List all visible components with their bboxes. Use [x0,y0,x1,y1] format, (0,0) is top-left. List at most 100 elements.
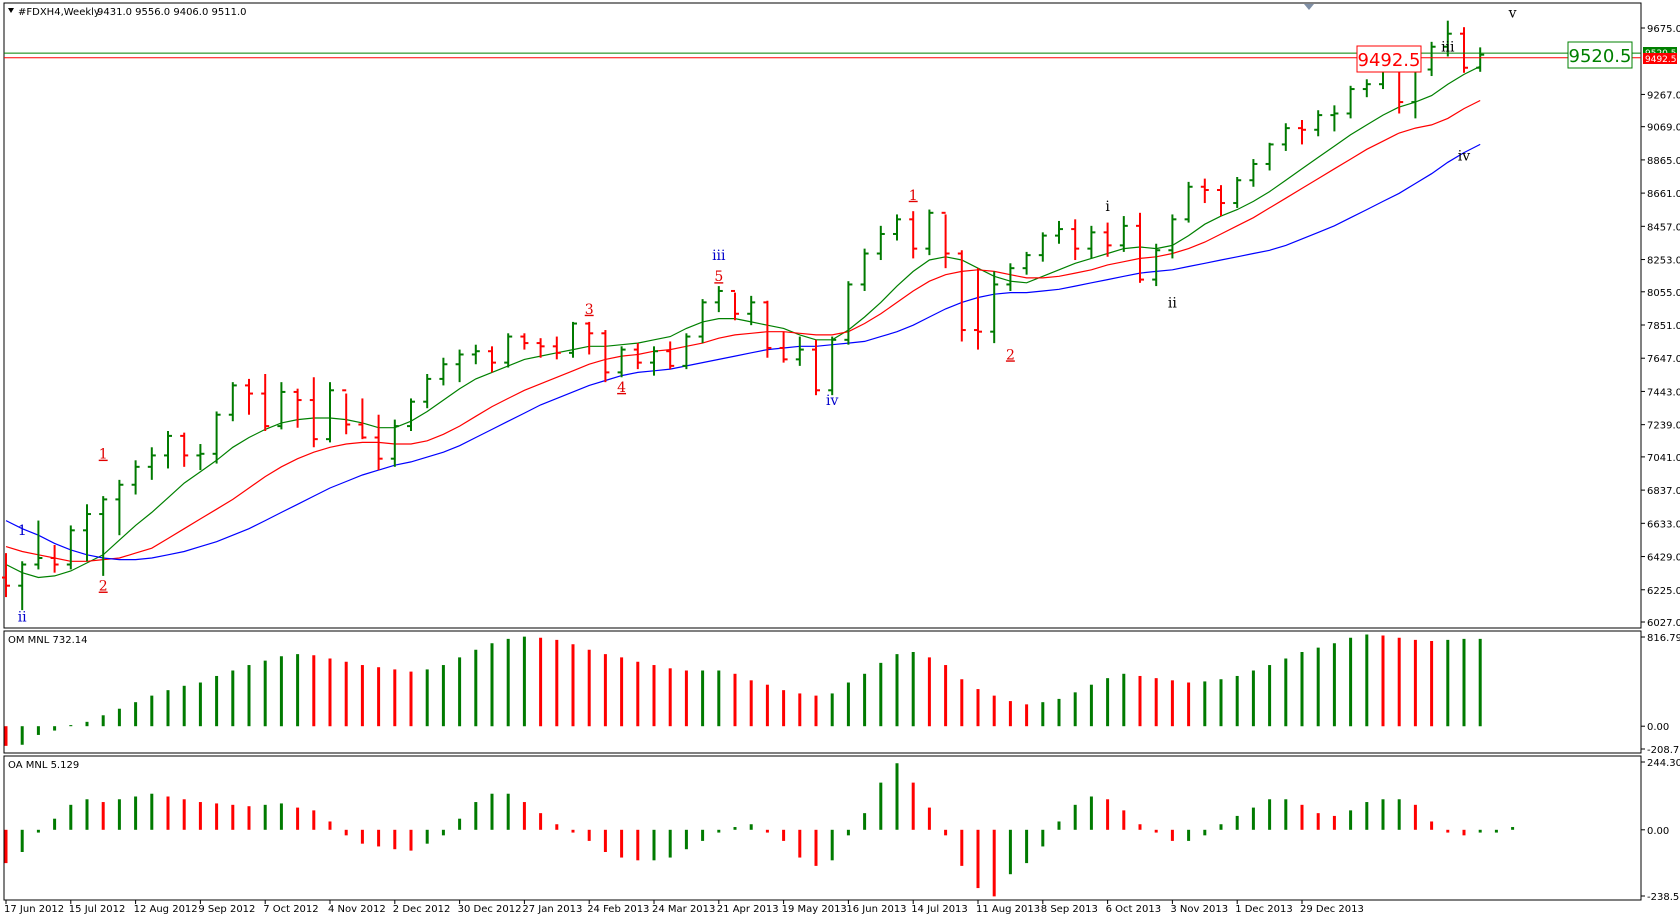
ohlc-bar[interactable] [941,211,950,269]
ohlc-bar[interactable] [390,419,399,467]
ohlc-bar[interactable] [536,338,545,358]
ohlc-bar[interactable] [407,398,415,432]
ohlc-bar[interactable] [374,414,383,471]
ohlc-bar[interactable] [488,346,496,373]
ohlc-bar[interactable] [228,382,237,422]
ohlc-bar[interactable] [439,357,448,386]
ohlc-bar[interactable] [876,225,885,261]
ohlc-bar[interactable] [1443,20,1452,57]
ohlc-bar[interactable] [698,299,707,344]
ohlc-bar[interactable] [1006,263,1015,291]
ohlc-bar[interactable] [1022,251,1031,275]
ohlc-bar[interactable] [471,344,480,365]
ohlc-bar[interactable] [358,398,367,440]
ohlc-bar[interactable] [34,520,43,570]
ohlc-bar[interactable] [1476,47,1485,72]
ohlc-bar[interactable] [196,444,205,471]
ohlc-bar[interactable] [1217,185,1225,217]
ohlc-bar[interactable] [601,330,610,383]
ohlc-bar[interactable] [2,553,10,598]
date-axis-tick: 3 Nov 2013 [1170,904,1228,915]
ohlc-bar[interactable] [1184,181,1193,223]
ohlc-bar[interactable] [342,389,351,435]
ohlc-bar[interactable] [293,388,302,428]
ohlc-bar[interactable] [1265,142,1274,171]
ohlc-bar[interactable] [828,336,837,396]
ohlc-bar[interactable] [147,447,156,480]
price-axis-tick: 6027.0 [1647,618,1680,629]
ohlc-bar[interactable] [277,382,286,430]
ohlc-bar[interactable] [617,346,626,378]
ma-fast-line[interactable] [5,65,1481,579]
svg-text:9520.5: 9520.5 [1569,46,1632,67]
ohlc-bar[interactable] [115,479,124,536]
ohlc-bar[interactable] [131,460,140,495]
ohlc-bar[interactable] [520,333,529,350]
ohlc-bar[interactable] [1249,159,1258,187]
ohlc-bar[interactable] [309,377,318,448]
wave-label: i [1105,199,1110,215]
ohlc-bar[interactable] [714,286,723,313]
ohlc-bar[interactable] [1168,214,1177,259]
ohlc-bar[interactable] [1152,243,1161,287]
ohlc-bar[interactable] [1362,79,1371,98]
ohlc-bar[interactable] [1071,219,1080,261]
ohlc-bar[interactable] [18,561,27,611]
ohlc-bar[interactable] [1087,225,1096,259]
ohlc-bar[interactable] [1346,85,1355,119]
ohlc-bar[interactable] [83,504,91,562]
ohlc-bar[interactable] [812,339,820,396]
ohlc-bar[interactable] [763,300,772,358]
ohlc-bar[interactable] [326,382,334,443]
ohlc-bar[interactable] [1460,27,1468,73]
ohlc-bar[interactable] [1119,216,1128,252]
ohlc-bar[interactable] [455,349,464,383]
ohlc-bar[interactable] [1330,105,1339,132]
ohlc-bar[interactable] [569,321,577,358]
ohlc-bar[interactable] [957,250,966,342]
ma-mid-line[interactable] [5,99,1481,562]
ohlc-bar[interactable] [585,321,594,355]
ohlc-bar[interactable] [844,281,853,345]
ohlc-bar[interactable] [909,211,918,259]
wave-label: ii [18,610,27,626]
ohlc-bar[interactable] [731,289,739,321]
ohlc-bar[interactable] [1281,123,1290,151]
ohlc-bar[interactable] [66,525,75,570]
ohlc-bar[interactable] [925,209,934,256]
ohlc-bar[interactable] [423,374,432,409]
ohlc-bar[interactable] [1136,212,1144,283]
ohlc-bar[interactable] [1055,220,1063,244]
ohlc-bar[interactable] [1103,222,1112,257]
ohlc-bar[interactable] [650,346,658,376]
ohlc-bar[interactable] [666,341,675,370]
ohlc-bar[interactable] [633,343,642,370]
ohlc-bar[interactable] [860,248,869,291]
ohlc-bar[interactable] [1314,110,1323,137]
ohlc-bar[interactable] [1233,176,1242,208]
ohlc-bar[interactable] [180,432,189,467]
ohlc-bar[interactable] [1038,232,1047,262]
ohlc-bar[interactable] [1200,178,1209,204]
ohlc-bar[interactable] [795,336,804,366]
ohlc-bar[interactable] [747,295,756,326]
ohlc-bar[interactable] [1427,41,1436,77]
ohlc-bar[interactable] [552,336,561,360]
ma-slow-line[interactable] [5,143,1481,561]
chart-menu-triangle-icon[interactable] [8,8,14,13]
ohlc-bar[interactable] [164,431,172,469]
price-axis-tick: 7647.0 [1647,354,1680,365]
ohlc-bar[interactable] [779,331,788,363]
ohlc-bar[interactable] [1298,119,1306,145]
ohlc-bar[interactable] [504,333,513,368]
ohlc-bar[interactable] [893,214,901,241]
ohlc-bar[interactable] [974,268,982,350]
chart-shift-marker-icon[interactable] [1304,4,1314,10]
ohlc-bar[interactable] [990,271,999,344]
ohlc-bar[interactable] [50,544,59,573]
ohlc-bar[interactable] [261,374,270,432]
ohlc-bar[interactable] [245,378,253,415]
ohlc-bar[interactable] [99,496,108,576]
ohlc-bar[interactable] [682,333,691,370]
ohlc-bar[interactable] [212,411,221,464]
